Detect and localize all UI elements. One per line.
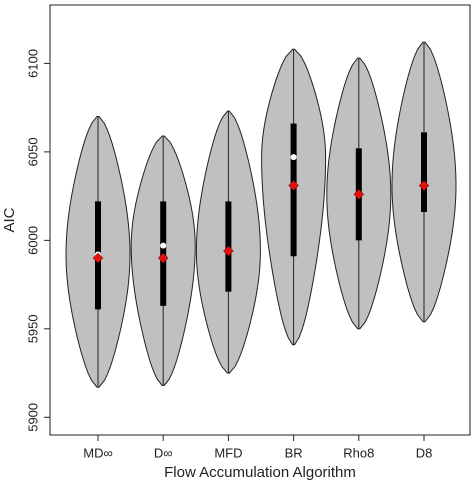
y-tick-label: 6050 xyxy=(25,137,40,166)
x-tick-label: Rho8 xyxy=(343,445,374,460)
median-point xyxy=(290,154,297,161)
mean-point xyxy=(353,188,365,200)
x-tick-label: MFD xyxy=(214,445,242,460)
y-tick-label: 6100 xyxy=(25,49,40,78)
y-tick-label: 5950 xyxy=(25,314,40,343)
mean-point xyxy=(418,180,430,191)
x-axis-title: Flow Accumulation Algorithm xyxy=(164,464,356,481)
x-tick-label: D8 xyxy=(416,445,433,460)
x-tick-label: D∞ xyxy=(154,445,173,460)
mean-point xyxy=(157,252,169,264)
y-tick-label: 5900 xyxy=(25,403,40,432)
mean-point xyxy=(223,245,234,257)
mean-point xyxy=(288,180,299,191)
median-point xyxy=(160,242,167,249)
x-tick-label: MD∞ xyxy=(83,445,113,460)
mean-point xyxy=(92,252,104,264)
x-tick-label: BR xyxy=(285,445,303,460)
y-tick-label: 6000 xyxy=(25,226,40,255)
plot-frame xyxy=(49,4,471,436)
y-axis-title: AIC xyxy=(1,207,18,232)
iqr-box xyxy=(421,132,427,213)
